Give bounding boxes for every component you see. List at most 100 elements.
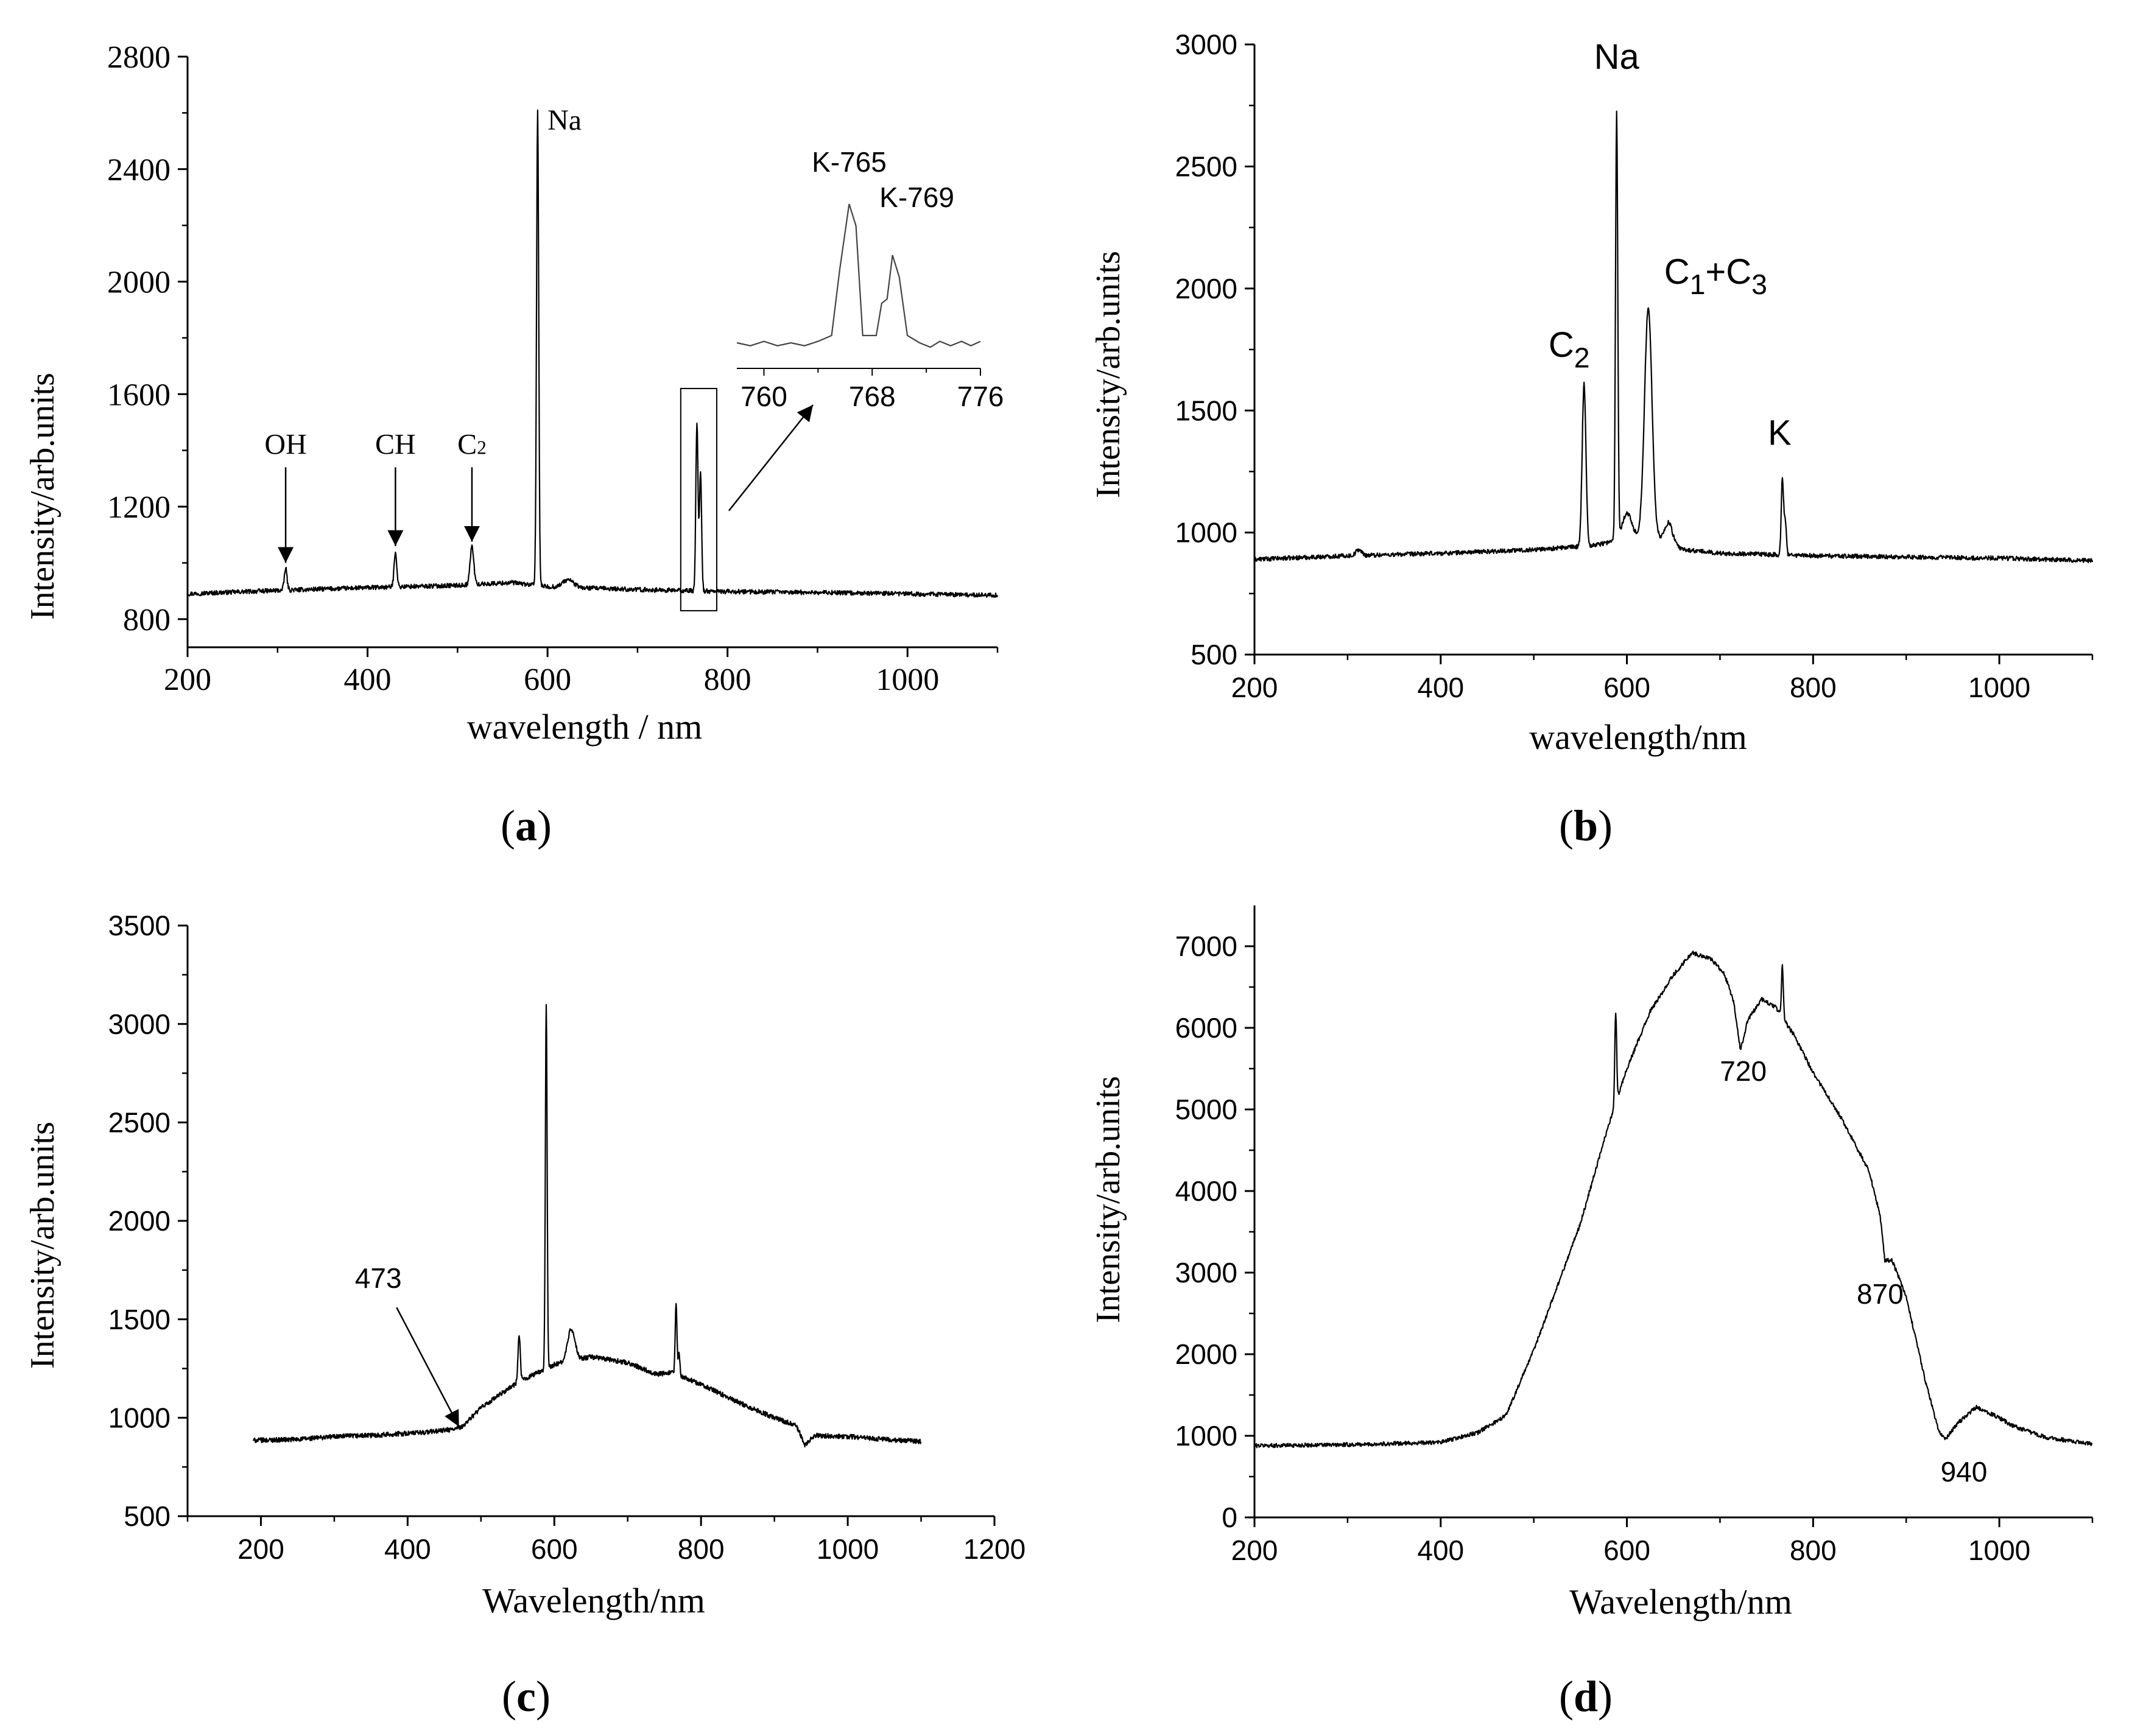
annotation-label-b: C1+C3 (1664, 252, 1767, 300)
y-tick-label-c: 3000 (108, 1008, 171, 1040)
inset-x-tick-label-a: 776 (957, 381, 1004, 412)
y-tick-label-b: 3000 (1175, 29, 1237, 60)
panel-label-a: (a) (501, 801, 552, 850)
y-tick-label-a: 1200 (107, 490, 171, 525)
annotation-text-d: 870 (1857, 1278, 1904, 1310)
annotation-text-b: C (1664, 252, 1690, 292)
annotation-label-a: Na (547, 104, 582, 136)
x-tick-label-d: 600 (1603, 1534, 1650, 1566)
y-tick-label-b: 2000 (1175, 273, 1237, 304)
annotation-label-a: CH (375, 428, 416, 460)
y-tick-label-d: 2000 (1175, 1338, 1237, 1370)
annotation-label-a: OH (264, 428, 306, 460)
y-tick-label-a: 800 (123, 603, 171, 638)
y-tick-label-c: 1500 (108, 1304, 171, 1335)
annotation-text-d: 940 (1941, 1456, 1988, 1488)
x-tick-label-d: 200 (1231, 1534, 1278, 1566)
x-axis-label-a: wavelength / nm (467, 707, 703, 747)
y-tick-label-d: 3000 (1175, 1257, 1237, 1288)
annotation-text2-b: +C (1705, 252, 1751, 292)
annotation-label-c: 473 (355, 1262, 402, 1294)
annotation-subscript-a: 2 (477, 437, 487, 458)
annotation-label-b: C2 (1549, 325, 1590, 373)
series-line-a (187, 109, 999, 598)
annotation-arrow-c (396, 1307, 460, 1427)
annotation-text-a: OH (264, 428, 306, 460)
annotation-text-b: C (1549, 325, 1574, 365)
annotation-subscript-b: 2 (1574, 342, 1590, 373)
x-tick-label-a: 400 (344, 662, 392, 697)
inset-x-tick-label-a: 768 (849, 381, 896, 412)
x-tick-label-a: 1000 (876, 662, 939, 697)
x-tick-label-c: 400 (384, 1533, 431, 1565)
x-axis-label-c: Wavelength/nm (482, 1581, 705, 1620)
plot-a: 200 400 600 800 1000 800 1200 1600 2000 2400 2800 O… (107, 40, 1004, 697)
y-tick-label-d: 4000 (1175, 1175, 1237, 1207)
x-tick-label-d: 400 (1417, 1534, 1464, 1566)
y-tick-label-d: 6000 (1175, 1012, 1237, 1044)
inset-peak-label-a: K-765 (812, 146, 887, 178)
annotation-label-d: 720 (1720, 1055, 1767, 1087)
y-tick-label-c: 3500 (108, 910, 171, 941)
y-tick-label-a: 2800 (107, 40, 171, 75)
series-line-b (1253, 110, 2094, 564)
inset-x-tick-label-a: 760 (741, 381, 787, 412)
annotation-text-a: Na (547, 104, 582, 136)
x-tick-label-d: 1000 (1968, 1534, 2030, 1566)
annotation-subscript-b: 1 (1690, 269, 1706, 300)
annotation-text-b: Na (1594, 37, 1640, 77)
y-tick-label-c: 2500 (108, 1106, 171, 1138)
panel-label-d: (d) (1559, 1672, 1613, 1721)
x-tick-label-c: 600 (531, 1533, 578, 1565)
annotation-label-d: 870 (1857, 1278, 1904, 1310)
plot-d: 200 400 600 800 1000 0 1000 2000 3000 4000 5000 600… (1175, 905, 2094, 1566)
y-tick-label-a: 2400 (107, 153, 171, 188)
series-line-d (1253, 951, 2093, 1449)
panel-label-c: (c) (502, 1672, 551, 1721)
panel-a: 200 400 600 800 1000 800 1200 1600 2000 2400 2800 O… (24, 40, 1004, 850)
zoom-box-a (680, 388, 717, 611)
annotation-subscript2-b: 3 (1751, 269, 1767, 300)
inset-peak-label-a: K-769 (879, 181, 954, 213)
y-axis-label-d: Intensity/arb.units (1089, 1076, 1127, 1323)
y-axis-label-c: Intensity/arb.units (24, 1122, 62, 1369)
plot-c: 200 400 600 800 1000 1200 500 1000 1500 2000 2500 3… (108, 910, 1026, 1565)
annotation-text-b: K (1768, 413, 1792, 452)
annotation-text-a: C (457, 428, 477, 460)
x-tick-label-b: 400 (1417, 672, 1464, 703)
y-tick-label-c: 1000 (108, 1402, 171, 1433)
y-tick-label-b: 1500 (1175, 395, 1237, 426)
x-tick-label-b: 200 (1231, 672, 1278, 703)
x-tick-label-b: 600 (1603, 672, 1650, 703)
x-tick-label-a: 800 (704, 662, 751, 697)
x-tick-label-c: 800 (678, 1533, 725, 1565)
y-axis-label-a: Intensity/arb.units (24, 373, 62, 620)
annotation-text-d: 720 (1720, 1055, 1767, 1087)
annotation-label-d: 940 (1941, 1456, 1988, 1488)
y-tick-label-b: 2500 (1175, 151, 1237, 183)
x-tick-label-a: 200 (164, 662, 211, 697)
y-tick-label-b: 500 (1191, 639, 1237, 670)
x-tick-label-d: 800 (1790, 1534, 1837, 1566)
panel-label-letter-c: c (516, 1672, 536, 1721)
y-tick-label-d: 1000 (1175, 1420, 1237, 1452)
x-tick-label-b: 800 (1790, 672, 1837, 703)
panel-c: 200 400 600 800 1000 1200 500 1000 1500 2000 2500 3… (24, 910, 1026, 1721)
x-tick-label-c: 1000 (817, 1533, 879, 1565)
panel-label-letter-b: b (1574, 801, 1598, 850)
panel-d: 200 400 600 800 1000 0 1000 2000 3000 4000 5000 600… (1089, 905, 2094, 1721)
zoom-arrow-a (728, 404, 814, 511)
panel-b: 200 400 600 800 1000 500 1000 1500 2000 2500 3000 N… (1089, 29, 2094, 850)
plot-b: 200 400 600 800 1000 500 1000 1500 2000 2500 3000 N… (1175, 29, 2094, 703)
series-line-c (253, 1003, 922, 1448)
panel-label-letter-d: d (1574, 1672, 1598, 1721)
y-tick-label-d: 7000 (1175, 930, 1237, 962)
x-tick-label-b: 1000 (1968, 672, 2030, 703)
y-tick-label-c: 2000 (108, 1205, 171, 1237)
x-tick-label-c: 200 (237, 1533, 284, 1565)
y-tick-label-a: 2000 (107, 265, 171, 300)
annotation-label-a: C2 (457, 428, 487, 460)
